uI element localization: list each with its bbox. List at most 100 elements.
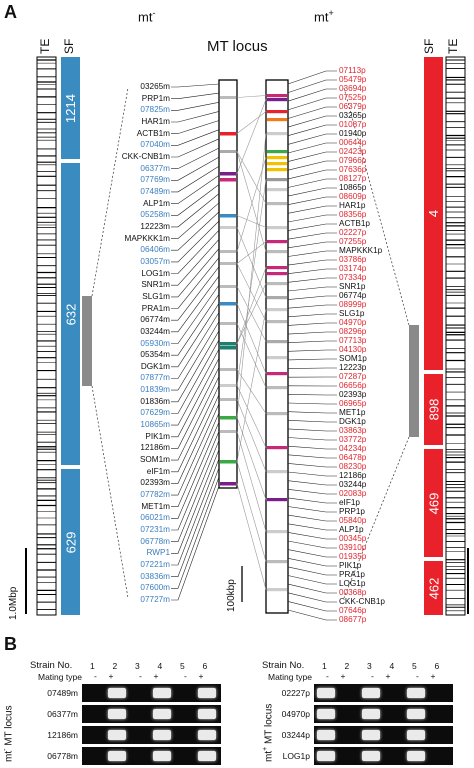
gene-leader bbox=[287, 367, 337, 369]
gene-label-left: 07489m bbox=[140, 186, 170, 196]
gene-label-left: 05930m bbox=[140, 338, 170, 348]
gene-band bbox=[267, 372, 287, 376]
gene-leader bbox=[171, 284, 220, 344]
mt-minus-gene-bands bbox=[220, 96, 236, 486]
gene-label-left: 07727m bbox=[140, 595, 170, 604]
gene-leader bbox=[287, 583, 337, 594]
gene-leader bbox=[171, 193, 220, 228]
synteny-link bbox=[236, 283, 267, 344]
sf-block-left-2 bbox=[61, 163, 80, 465]
gene-band bbox=[267, 132, 287, 136]
gene-leader bbox=[171, 449, 220, 554]
gene-leader bbox=[287, 70, 337, 85]
gene-label-left: 07221m bbox=[140, 560, 170, 570]
gene-leader bbox=[287, 394, 337, 396]
gene-label-left: 07040m bbox=[140, 140, 170, 150]
gene-leader bbox=[171, 147, 220, 169]
gene-band bbox=[267, 498, 287, 502]
gene-label-right: 06965p bbox=[339, 399, 367, 408]
mt-plus-locus-track bbox=[265, 79, 289, 614]
mt-minus-header: mt- bbox=[138, 8, 156, 25]
gene-leader bbox=[171, 129, 220, 146]
gene-label-right: 06774p bbox=[339, 291, 367, 300]
gene-leader bbox=[287, 277, 337, 283]
gene-band bbox=[267, 188, 287, 192]
gene-label-right: 00368p bbox=[339, 588, 367, 597]
strain-number: 5 bbox=[180, 661, 185, 671]
sf-number: 4 bbox=[425, 209, 441, 218]
gene-band bbox=[220, 430, 236, 433]
gene-label-left: 06778m bbox=[140, 536, 170, 546]
gene-band bbox=[220, 460, 236, 464]
gene-band bbox=[267, 308, 287, 312]
gene-label-right: 07966p bbox=[339, 156, 367, 165]
gene-leader bbox=[171, 385, 220, 473]
gene-label-left: SLG1m bbox=[142, 291, 170, 301]
strain-number: 6 bbox=[202, 661, 208, 671]
synteny-link bbox=[236, 399, 267, 472]
gene-band bbox=[220, 398, 236, 401]
gene-label-right: 03786p bbox=[339, 255, 367, 264]
gene-leader bbox=[287, 241, 337, 249]
gene-label-right: 07113p bbox=[339, 66, 366, 75]
gene-label-right: 07713p bbox=[339, 336, 367, 345]
gene-label-right: 03174p bbox=[339, 264, 367, 273]
gene-label-right: LOG1p bbox=[339, 579, 366, 588]
synteny-link bbox=[236, 151, 267, 204]
gene-label-right: 06379p bbox=[339, 102, 367, 111]
synteny-links bbox=[236, 95, 267, 590]
gene-leader bbox=[287, 411, 337, 414]
gene-leader bbox=[287, 124, 337, 136]
gene-leader bbox=[287, 497, 337, 504]
gene-band bbox=[267, 94, 287, 98]
gene-leader bbox=[287, 259, 337, 266]
gene-leader bbox=[171, 138, 220, 158]
strain-label-right: Strain No. bbox=[262, 660, 305, 671]
gene-leader bbox=[287, 358, 337, 361]
te-track-right bbox=[445, 56, 466, 616]
mating-type: + bbox=[153, 671, 159, 681]
gene-band bbox=[267, 98, 287, 102]
gene-band bbox=[220, 368, 236, 371]
gene-leader bbox=[287, 471, 337, 477]
gene-label-right: 08677p bbox=[339, 615, 367, 624]
synteny-link bbox=[236, 309, 267, 462]
gene-band bbox=[267, 110, 287, 114]
gene-label-left: 12223m bbox=[140, 221, 170, 231]
gene-label-right: 01940p bbox=[339, 129, 367, 138]
gene-band bbox=[220, 302, 236, 306]
gene-leader bbox=[171, 175, 220, 204]
gene-label-right: 02227p bbox=[339, 228, 367, 237]
gene-leader bbox=[171, 165, 220, 193]
gene-leader bbox=[287, 523, 337, 531]
gene-label-right: 08296p bbox=[339, 327, 367, 336]
synteny-link bbox=[236, 215, 267, 228]
gene-leader bbox=[171, 394, 220, 484]
gene-band bbox=[267, 296, 287, 300]
gene-leader bbox=[287, 313, 337, 318]
gene-leader bbox=[171, 467, 220, 578]
gene-leader bbox=[287, 340, 337, 343]
gene-label-left: RWP1 bbox=[146, 548, 170, 558]
gene-leader bbox=[171, 476, 220, 589]
gene-leader bbox=[287, 349, 337, 352]
gene-band bbox=[220, 322, 236, 325]
gene-label-right: 07525p bbox=[339, 93, 367, 102]
gene-band bbox=[267, 266, 287, 270]
gene-leader bbox=[287, 506, 337, 513]
gene-label-left: DGK1m bbox=[140, 361, 170, 371]
gene-leader bbox=[171, 412, 220, 508]
gene-leader bbox=[171, 431, 220, 531]
strain-number: 1 bbox=[90, 661, 95, 671]
gene-label-right: 08609p bbox=[339, 192, 367, 201]
gene-band bbox=[220, 150, 236, 153]
gene-label-right: 07646p bbox=[339, 606, 367, 615]
gene-label-right: SNR1p bbox=[339, 282, 366, 291]
gene-label-left: 07600m bbox=[140, 583, 170, 593]
gene-band bbox=[267, 356, 287, 360]
synteny-link bbox=[236, 227, 267, 298]
gene-leader bbox=[287, 97, 337, 111]
synteny-link bbox=[236, 483, 267, 590]
strain-number: 1 bbox=[322, 661, 327, 671]
mt-plus-gene-bands bbox=[267, 94, 287, 592]
